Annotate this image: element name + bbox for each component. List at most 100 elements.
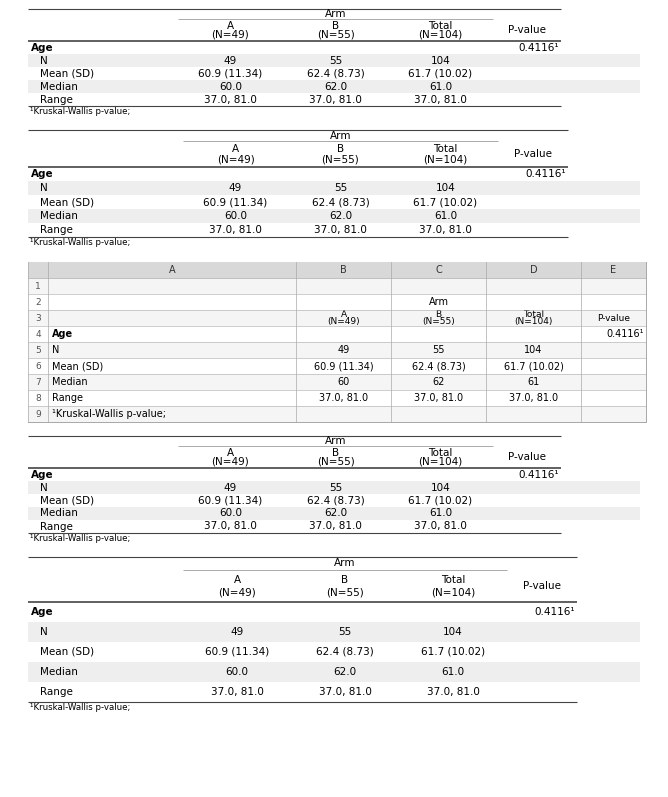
Text: (N=49): (N=49): [327, 316, 360, 326]
Text: 55: 55: [329, 482, 342, 493]
Text: 62.4 (8.73): 62.4 (8.73): [316, 647, 374, 657]
Bar: [28, 262, 646, 278]
Text: A: A: [233, 575, 240, 585]
Text: N: N: [40, 56, 47, 65]
Bar: [28, 390, 646, 406]
Text: 49: 49: [337, 345, 349, 355]
Text: (N=55): (N=55): [317, 457, 355, 466]
Text: A: A: [227, 21, 234, 30]
Text: B: B: [332, 21, 339, 30]
Text: 55: 55: [334, 183, 347, 193]
Text: 60.9 (11.34): 60.9 (11.34): [203, 197, 268, 207]
Text: Median: Median: [40, 81, 78, 92]
Bar: [28, 481, 640, 494]
Text: B: B: [337, 143, 344, 154]
Text: 0.4116¹: 0.4116¹: [518, 469, 559, 480]
Text: 37.0, 81.0: 37.0, 81.0: [309, 95, 362, 104]
Text: Age: Age: [31, 469, 53, 480]
Text: ¹Kruskal-Wallis p-value;: ¹Kruskal-Wallis p-value;: [52, 409, 166, 419]
Text: 61.0: 61.0: [429, 508, 452, 519]
Text: 37.0, 81.0: 37.0, 81.0: [419, 225, 472, 235]
Text: Median: Median: [52, 377, 88, 387]
Text: 37.0, 81.0: 37.0, 81.0: [204, 521, 257, 532]
Text: A: A: [341, 310, 347, 320]
Text: 37.0, 81.0: 37.0, 81.0: [319, 687, 371, 697]
Text: 104: 104: [524, 345, 542, 355]
Text: 49: 49: [224, 56, 237, 65]
Text: 6: 6: [35, 362, 41, 371]
Text: Age: Age: [31, 607, 53, 617]
Text: Mean (SD): Mean (SD): [40, 197, 94, 207]
Text: 0.4116¹: 0.4116¹: [518, 42, 559, 53]
Text: 9: 9: [35, 410, 41, 418]
Text: 37.0, 81.0: 37.0, 81.0: [209, 225, 262, 235]
Text: Arm: Arm: [330, 131, 351, 140]
Text: N: N: [40, 482, 47, 493]
Text: (N=49): (N=49): [212, 29, 249, 39]
Bar: [28, 278, 646, 294]
Text: P-value: P-value: [508, 452, 546, 462]
Text: (N=55): (N=55): [422, 316, 455, 326]
Text: Median: Median: [40, 667, 78, 677]
Text: Age: Age: [31, 42, 53, 53]
Text: ¹Kruskal-Wallis p-value;: ¹Kruskal-Wallis p-value;: [30, 534, 130, 543]
Text: P-value: P-value: [514, 149, 552, 159]
Text: (N=104): (N=104): [418, 457, 463, 466]
Text: Range: Range: [52, 393, 83, 403]
Text: 55: 55: [329, 56, 342, 65]
Text: 55: 55: [339, 627, 351, 637]
Text: 61.0: 61.0: [429, 81, 452, 92]
Text: Mean (SD): Mean (SD): [40, 69, 94, 78]
Text: 49: 49: [229, 183, 242, 193]
Text: 62.0: 62.0: [329, 211, 352, 221]
Text: Median: Median: [40, 211, 78, 221]
Text: 8: 8: [35, 394, 41, 402]
Text: (N=55): (N=55): [321, 154, 359, 164]
Text: 60.9 (11.34): 60.9 (11.34): [205, 647, 269, 657]
Text: 62.4 (8.73): 62.4 (8.73): [411, 361, 466, 371]
Text: 49: 49: [230, 627, 244, 637]
Text: Age: Age: [52, 329, 73, 339]
Text: Range: Range: [40, 521, 73, 532]
Text: (N=104): (N=104): [424, 154, 468, 164]
Text: 61.0: 61.0: [434, 211, 457, 221]
Bar: [28, 209, 640, 223]
Text: Mean (SD): Mean (SD): [40, 647, 94, 657]
Text: 61.7 (10.02): 61.7 (10.02): [421, 647, 485, 657]
Bar: [28, 80, 640, 93]
Text: 4: 4: [35, 329, 41, 339]
Text: 37.0, 81.0: 37.0, 81.0: [319, 393, 368, 403]
Text: 62: 62: [432, 377, 445, 387]
Text: 61.7 (10.02): 61.7 (10.02): [504, 361, 563, 371]
Text: 2: 2: [35, 297, 41, 307]
Text: Median: Median: [40, 508, 78, 519]
Text: 62.0: 62.0: [333, 667, 357, 677]
Bar: [28, 662, 640, 682]
Text: A: A: [227, 448, 234, 457]
Bar: [28, 181, 640, 195]
Text: 62.4 (8.73): 62.4 (8.73): [307, 69, 364, 78]
Text: B: B: [340, 265, 347, 275]
Bar: [28, 310, 646, 326]
Text: 60.0: 60.0: [226, 667, 248, 677]
Text: 37.0, 81.0: 37.0, 81.0: [414, 95, 467, 104]
Text: (N=104): (N=104): [418, 29, 463, 39]
Text: Arm: Arm: [428, 297, 448, 307]
Text: Arm: Arm: [334, 559, 356, 568]
Bar: [28, 342, 646, 358]
Text: 37.0, 81.0: 37.0, 81.0: [309, 521, 362, 532]
Text: 37.0, 81.0: 37.0, 81.0: [427, 687, 480, 697]
Text: (N=49): (N=49): [218, 587, 256, 598]
Text: 7: 7: [35, 378, 41, 387]
Bar: [28, 262, 646, 422]
Text: 5: 5: [35, 346, 41, 355]
Text: 0.4116¹: 0.4116¹: [534, 607, 575, 617]
Text: B: B: [436, 310, 442, 320]
Text: ¹Kruskal-Wallis p-value;: ¹Kruskal-Wallis p-value;: [30, 107, 130, 116]
Bar: [28, 54, 640, 67]
Text: 60.0: 60.0: [224, 211, 247, 221]
Text: Range: Range: [40, 687, 73, 697]
Text: Range: Range: [40, 95, 73, 104]
Text: 61.7 (10.02): 61.7 (10.02): [408, 496, 472, 505]
Text: 37.0, 81.0: 37.0, 81.0: [414, 521, 467, 532]
